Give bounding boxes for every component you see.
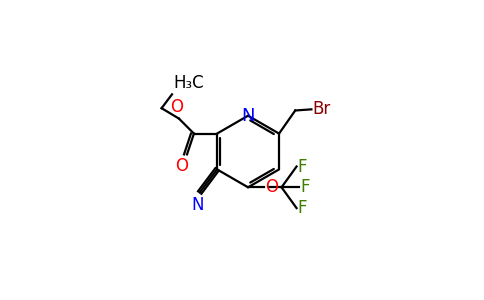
Text: N: N: [191, 196, 204, 214]
Text: O: O: [170, 98, 183, 116]
Text: N: N: [242, 107, 255, 125]
Text: O: O: [175, 157, 188, 175]
Text: F: F: [298, 158, 307, 175]
Text: Br: Br: [313, 100, 331, 118]
Text: F: F: [298, 199, 307, 217]
Text: F: F: [300, 178, 310, 196]
Text: O: O: [265, 178, 278, 196]
Text: H₃C: H₃C: [173, 74, 204, 92]
